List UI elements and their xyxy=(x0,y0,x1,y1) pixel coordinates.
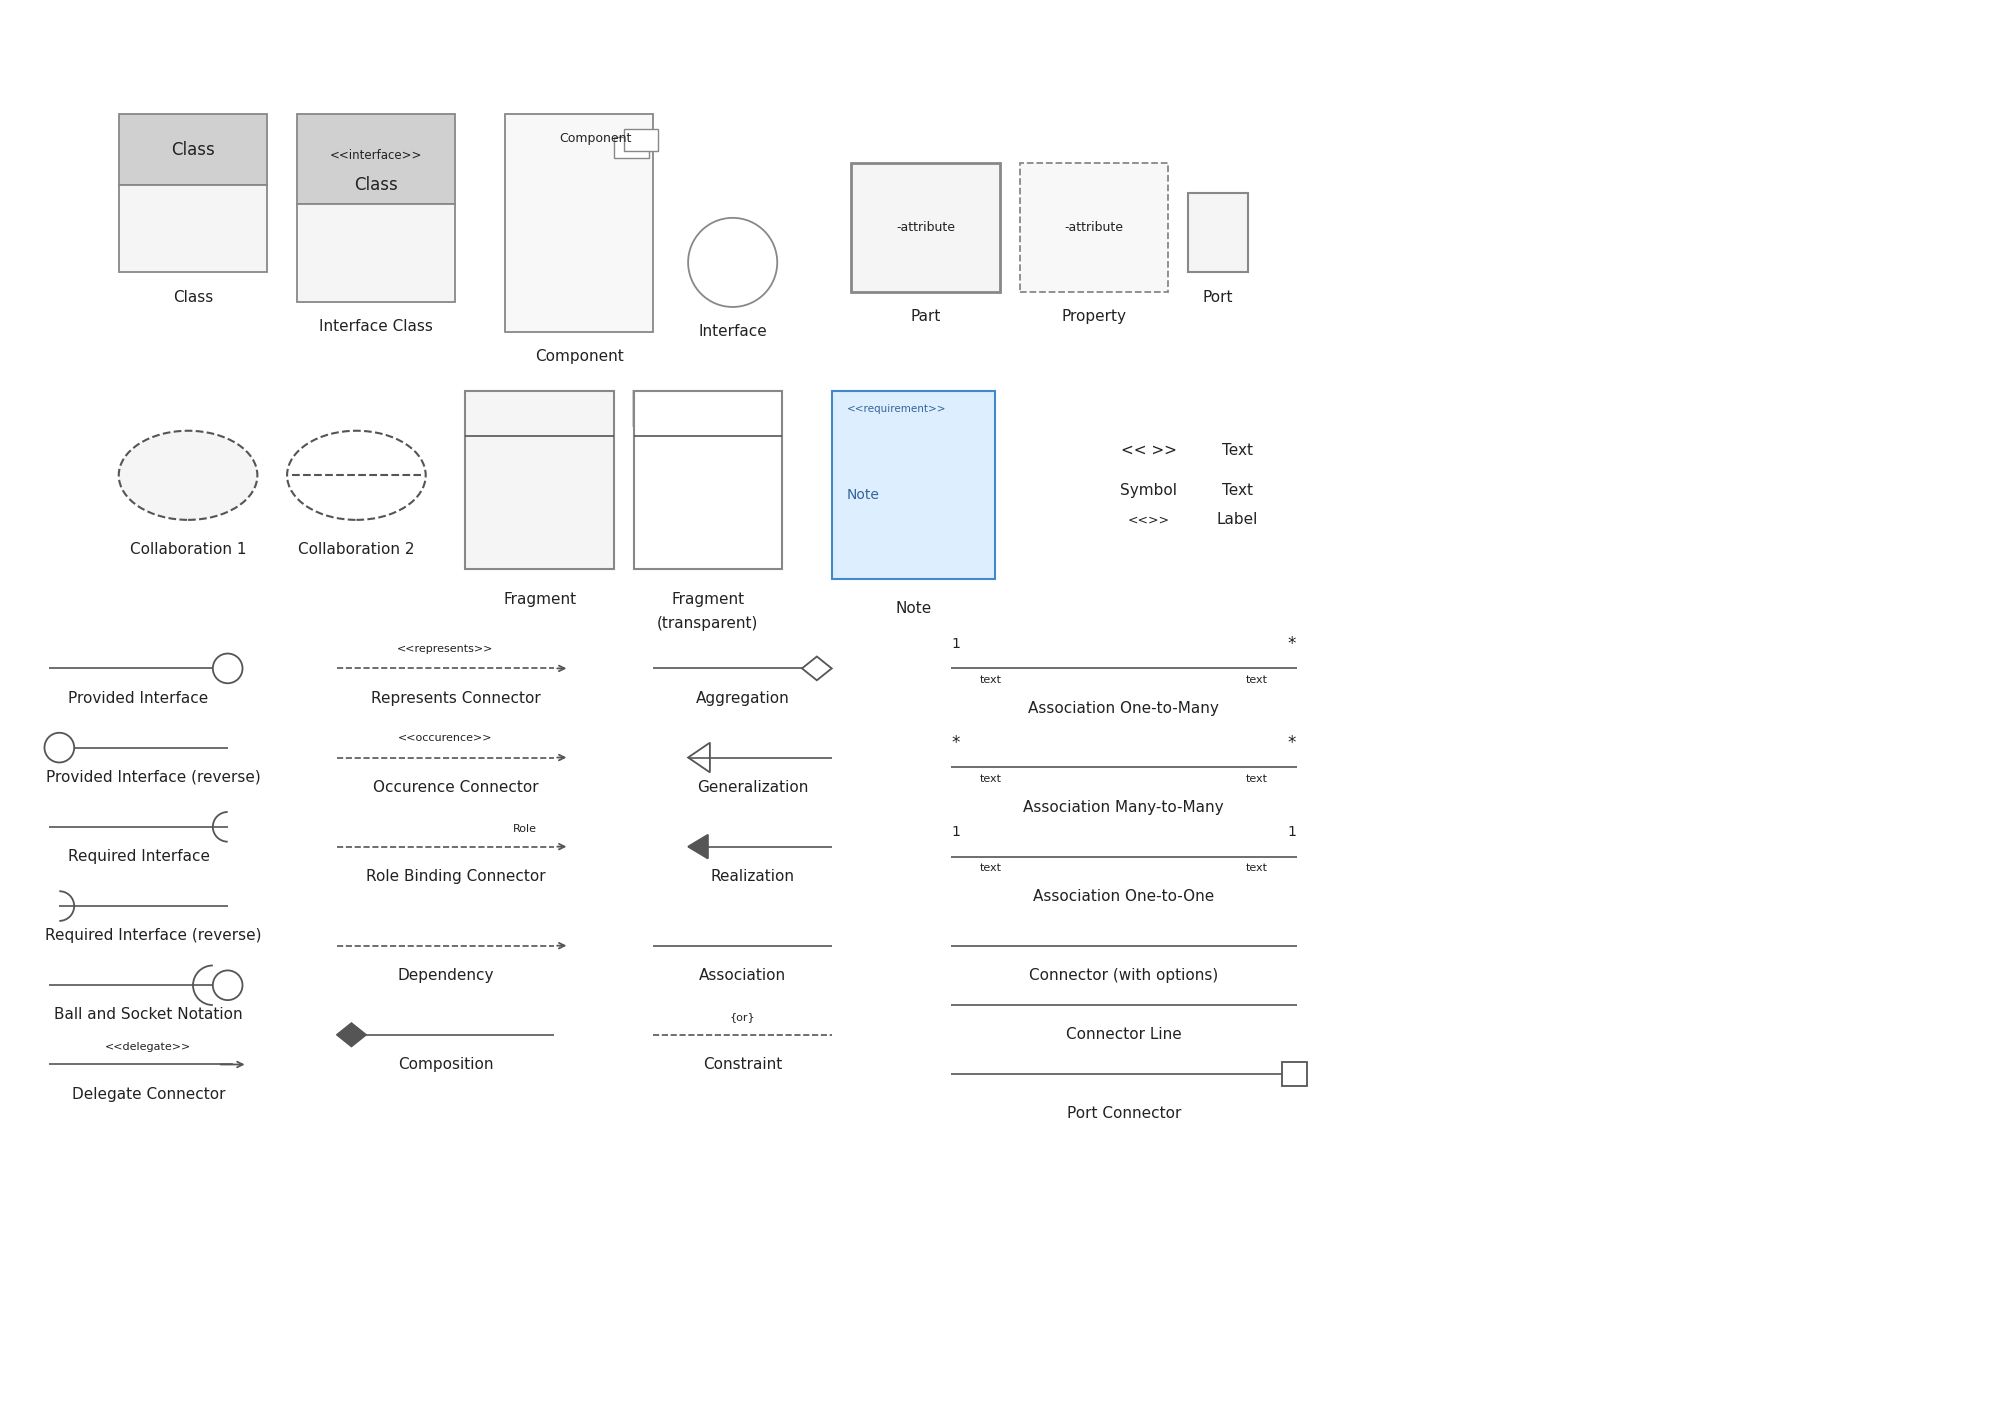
Text: 1: 1 xyxy=(950,637,960,651)
Text: Composition: Composition xyxy=(397,1056,493,1072)
FancyBboxPatch shape xyxy=(118,186,267,272)
Text: -attribute: -attribute xyxy=(896,221,954,234)
Text: Port: Port xyxy=(1203,289,1233,305)
Text: *: * xyxy=(1287,733,1295,752)
Text: -attribute: -attribute xyxy=(1065,221,1123,234)
FancyBboxPatch shape xyxy=(832,391,994,580)
FancyBboxPatch shape xyxy=(297,113,455,204)
FancyBboxPatch shape xyxy=(505,113,654,332)
Text: Association: Association xyxy=(698,968,786,983)
Text: text: text xyxy=(1245,675,1267,685)
FancyBboxPatch shape xyxy=(297,204,455,302)
Text: Part: Part xyxy=(910,309,940,325)
Text: Role Binding Connector: Role Binding Connector xyxy=(365,869,545,883)
Text: <<occurence>>: <<occurence>> xyxy=(399,733,493,743)
FancyBboxPatch shape xyxy=(118,113,267,186)
FancyBboxPatch shape xyxy=(624,129,658,150)
Text: *: * xyxy=(1287,635,1295,652)
Ellipse shape xyxy=(118,431,257,520)
Text: Association One-to-Many: Association One-to-Many xyxy=(1029,700,1219,716)
Text: Ball and Socket Notation: Ball and Socket Notation xyxy=(54,1007,243,1022)
Text: Generalization: Generalization xyxy=(696,780,808,794)
Text: Connector Line: Connector Line xyxy=(1065,1027,1181,1042)
Text: Connector (with options): Connector (with options) xyxy=(1029,968,1217,983)
Text: <<interface>>: <<interface>> xyxy=(331,149,423,162)
Text: Required Interface (reverse): Required Interface (reverse) xyxy=(46,929,261,943)
Text: Note: Note xyxy=(846,488,878,502)
FancyBboxPatch shape xyxy=(1019,163,1167,292)
Text: Note: Note xyxy=(894,601,930,617)
Text: Collaboration 2: Collaboration 2 xyxy=(299,542,415,557)
Text: Association Many-to-Many: Association Many-to-Many xyxy=(1023,800,1223,814)
Text: Provided Interface: Provided Interface xyxy=(68,691,209,706)
Text: 1: 1 xyxy=(1287,825,1295,839)
FancyBboxPatch shape xyxy=(634,391,782,570)
Text: <<>>: <<>> xyxy=(1127,513,1169,526)
Text: Class: Class xyxy=(170,142,215,159)
Text: text: text xyxy=(980,864,1002,873)
Polygon shape xyxy=(802,657,832,681)
Text: Class: Class xyxy=(355,176,397,194)
Text: text: text xyxy=(980,774,1002,784)
Text: Delegate Connector: Delegate Connector xyxy=(72,1086,225,1102)
Text: Text: Text xyxy=(1221,482,1253,498)
Text: *: * xyxy=(950,733,958,752)
Polygon shape xyxy=(688,743,710,773)
Text: <<delegate>>: <<delegate>> xyxy=(106,1042,192,1052)
FancyBboxPatch shape xyxy=(614,136,648,159)
Text: text: text xyxy=(1245,774,1267,784)
Text: Occurence Connector: Occurence Connector xyxy=(373,780,537,794)
Text: Realization: Realization xyxy=(710,869,794,883)
Polygon shape xyxy=(970,391,994,415)
Text: Symbol: Symbol xyxy=(1119,482,1177,498)
FancyBboxPatch shape xyxy=(1281,1062,1307,1086)
Text: Required Interface: Required Interface xyxy=(68,849,209,864)
Text: Interface: Interface xyxy=(698,325,766,339)
Text: Fragment: Fragment xyxy=(503,591,575,607)
Text: text: text xyxy=(980,675,1002,685)
FancyBboxPatch shape xyxy=(1187,193,1247,272)
Text: Dependency: Dependency xyxy=(397,968,493,983)
Text: Collaboration 1: Collaboration 1 xyxy=(130,542,247,557)
Polygon shape xyxy=(688,835,708,858)
Polygon shape xyxy=(634,391,692,425)
Text: Role: Role xyxy=(513,824,537,834)
Text: (transparent): (transparent) xyxy=(658,617,758,631)
Text: Fragment: Fragment xyxy=(672,591,744,607)
Text: << >>: << >> xyxy=(1121,442,1175,458)
Text: Class: Class xyxy=(172,289,213,305)
Text: Aggregation: Aggregation xyxy=(696,691,790,706)
FancyBboxPatch shape xyxy=(850,163,1000,292)
Text: Represents Connector: Represents Connector xyxy=(371,691,539,706)
Text: {or}: {or} xyxy=(730,1012,756,1022)
Text: Component: Component xyxy=(559,132,632,145)
FancyBboxPatch shape xyxy=(465,391,614,570)
Text: <<represents>>: <<represents>> xyxy=(397,644,493,654)
Text: text: text xyxy=(1245,864,1267,873)
Text: Provided Interface (reverse): Provided Interface (reverse) xyxy=(46,770,261,784)
Text: 1: 1 xyxy=(950,825,960,839)
Polygon shape xyxy=(337,1022,367,1046)
Text: Interface Class: Interface Class xyxy=(319,319,433,335)
Text: Property: Property xyxy=(1061,309,1127,325)
Text: Constraint: Constraint xyxy=(702,1056,782,1072)
Text: Component: Component xyxy=(535,349,624,364)
Text: Label: Label xyxy=(1217,512,1257,527)
Text: Port Connector: Port Connector xyxy=(1067,1106,1181,1122)
Text: <<requirement>>: <<requirement>> xyxy=(846,404,946,414)
Text: Association One-to-One: Association One-to-One xyxy=(1033,889,1213,903)
Text: Text: Text xyxy=(1221,442,1253,458)
Polygon shape xyxy=(465,391,525,425)
